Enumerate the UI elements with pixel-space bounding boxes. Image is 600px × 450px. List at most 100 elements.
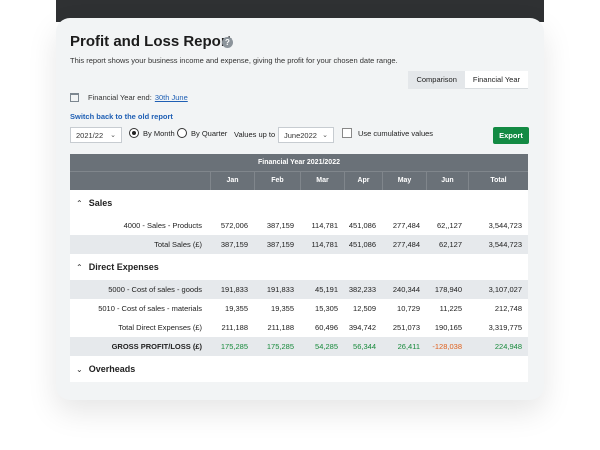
cell-value: 12,509 xyxy=(353,304,376,313)
question-circle-icon[interactable]: ? xyxy=(222,37,233,48)
cell-value: 191,833 xyxy=(266,285,294,294)
column-header-jun: Jun xyxy=(426,172,468,190)
column-header-may: May xyxy=(382,172,426,190)
table-row: 5010 - Cost of sales - materials 19,355 … xyxy=(70,299,528,318)
cell-value: 175,285 xyxy=(220,342,248,351)
cell-value: 451,086 xyxy=(348,221,376,230)
radio-empty-icon xyxy=(177,128,187,138)
cell-value: 212,748 xyxy=(494,304,522,313)
financial-year-label: Financial Year end: xyxy=(88,93,152,102)
year-select[interactable]: 2021/22 ⌄ xyxy=(70,127,122,143)
cell-value: 224,948 xyxy=(494,342,522,351)
cell-value: 211,188 xyxy=(267,323,294,332)
page-subtitle: This report shows your business income a… xyxy=(70,56,398,65)
row-label: 5010 - Cost of sales - materials xyxy=(98,304,202,313)
by-quarter-label: By Quarter xyxy=(191,128,228,138)
cell-value: 3,544,723 xyxy=(488,240,522,249)
cell-value: 56,344 xyxy=(353,342,376,351)
cumulative-label: Use cumulative values xyxy=(358,128,434,138)
column-header-feb: Feb xyxy=(254,172,300,190)
cell-value: 451,086 xyxy=(348,240,376,249)
cell-value: 54,285 xyxy=(315,342,338,351)
cumulative-checkbox[interactable]: Use cumulative values xyxy=(342,128,433,138)
column-header-total: Total xyxy=(468,172,528,190)
section-header-sales[interactable]: ⌃ Sales xyxy=(70,190,528,216)
cell-value: 211,188 xyxy=(221,323,248,332)
cell-value: 251,073 xyxy=(392,323,420,332)
cell-value: 387,159 xyxy=(266,221,294,230)
report-card: Profit and Loss Report ? This report sho… xyxy=(56,18,544,400)
financial-year-link[interactable]: 30th June xyxy=(154,93,188,102)
cell-value: 191,833 xyxy=(220,285,248,294)
cell-value: 387,159 xyxy=(266,240,294,249)
cell-value: 62,127 xyxy=(439,240,462,249)
cell-value: 572,006 xyxy=(220,221,248,230)
report-tabs: Comparison Financial Year xyxy=(408,71,528,89)
switch-old-report-link[interactable]: Switch back to the old report xyxy=(70,112,173,121)
by-month-radio[interactable]: By Month xyxy=(129,128,175,138)
cell-value: 60,496 xyxy=(315,323,338,332)
row-label: GROSS PROFIT/LOSS (£) xyxy=(111,342,202,351)
cell-value: 240,344 xyxy=(392,285,420,294)
year-select-value: 2021/22 xyxy=(76,131,104,140)
tab-financial-year[interactable]: Financial Year xyxy=(464,71,528,89)
cell-value: -128,038 xyxy=(432,342,462,351)
cell-value: 387,159 xyxy=(220,240,248,249)
cell-value: 175,285 xyxy=(266,342,294,351)
cell-value: 3,319,775 xyxy=(488,323,522,332)
radio-selected-icon xyxy=(129,128,139,138)
table-row: 4000 - Sales - Products 572,006 387,159 … xyxy=(70,216,528,235)
section-header-overheads[interactable]: ⌄ Overheads xyxy=(70,356,528,382)
section-title: Sales xyxy=(88,198,113,208)
cell-value: 19,355 xyxy=(271,304,294,313)
column-header-jan: Jan xyxy=(210,172,254,190)
table-row: Total Direct Expenses (£) 211,188 211,18… xyxy=(70,318,528,337)
cell-value: 15,305 xyxy=(315,304,338,313)
column-header-apr: Apr xyxy=(344,172,382,190)
row-label: Total Sales (£) xyxy=(154,240,202,249)
cell-value: 178,940 xyxy=(434,285,462,294)
chevron-down-icon: ⌄ xyxy=(322,132,328,139)
cell-value: 114,781 xyxy=(311,221,338,230)
chevron-up-icon: ⌃ xyxy=(76,262,83,272)
section-title: Overheads xyxy=(88,364,136,374)
cell-value: 382,233 xyxy=(348,285,376,294)
by-quarter-radio[interactable]: By Quarter xyxy=(177,128,227,138)
table-row: 5000 - Cost of sales - goods 191,833 191… xyxy=(70,280,528,299)
table-column-headers: Jan Feb Mar Apr May Jun Total xyxy=(70,171,528,190)
by-month-label: By Month xyxy=(143,128,175,138)
column-header-mar: Mar xyxy=(300,172,344,190)
table-group-header: Financial Year 2021/2022 xyxy=(70,154,528,171)
row-label: 4000 - Sales - Products xyxy=(123,221,202,230)
cell-value: 277,484 xyxy=(392,221,420,230)
cell-value: 19,355 xyxy=(225,304,248,313)
row-label: 5000 - Cost of sales - goods xyxy=(108,285,202,294)
calendar-icon xyxy=(70,93,79,102)
cell-value: 45,191 xyxy=(315,285,338,294)
cell-value: 11,225 xyxy=(439,304,462,313)
cell-value: 394,742 xyxy=(348,323,376,332)
device-frame-top xyxy=(56,0,544,22)
cell-value: 114,781 xyxy=(311,240,338,249)
chevron-up-icon: ⌃ xyxy=(76,198,83,208)
cell-value: 26,411 xyxy=(397,342,420,351)
cell-value: 10,729 xyxy=(397,304,420,313)
cell-value: 3,544,723 xyxy=(488,221,522,230)
cell-value: 190,165 xyxy=(434,323,462,332)
page-title: Profit and Loss Report xyxy=(70,33,232,50)
financial-year-end: Financial Year end: 30th June xyxy=(70,93,188,102)
row-label: Total Direct Expenses (£) xyxy=(118,323,202,332)
chevron-down-icon: ⌄ xyxy=(76,364,83,374)
section-header-direct-expenses[interactable]: ⌃ Direct Expenses xyxy=(70,254,528,280)
export-button[interactable]: Export xyxy=(493,127,529,144)
values-up-to-select[interactable]: June2022 ⌄ xyxy=(278,127,334,143)
values-up-to-value: June2022 xyxy=(284,131,317,140)
values-up-to-label: Values up to xyxy=(234,130,276,139)
cell-value: 3,107,027 xyxy=(488,285,522,294)
checkbox-icon xyxy=(342,128,352,138)
profit-loss-table: Financial Year 2021/2022 Jan Feb Mar Apr… xyxy=(70,154,528,382)
chevron-down-icon: ⌄ xyxy=(110,132,116,139)
tab-comparison[interactable]: Comparison xyxy=(408,71,465,89)
report-controls: 2021/22 ⌄ By Month By Quarter Values up … xyxy=(70,127,530,145)
table-row-total: Total Sales (£) 387,159 387,159 114,781 … xyxy=(70,235,528,254)
